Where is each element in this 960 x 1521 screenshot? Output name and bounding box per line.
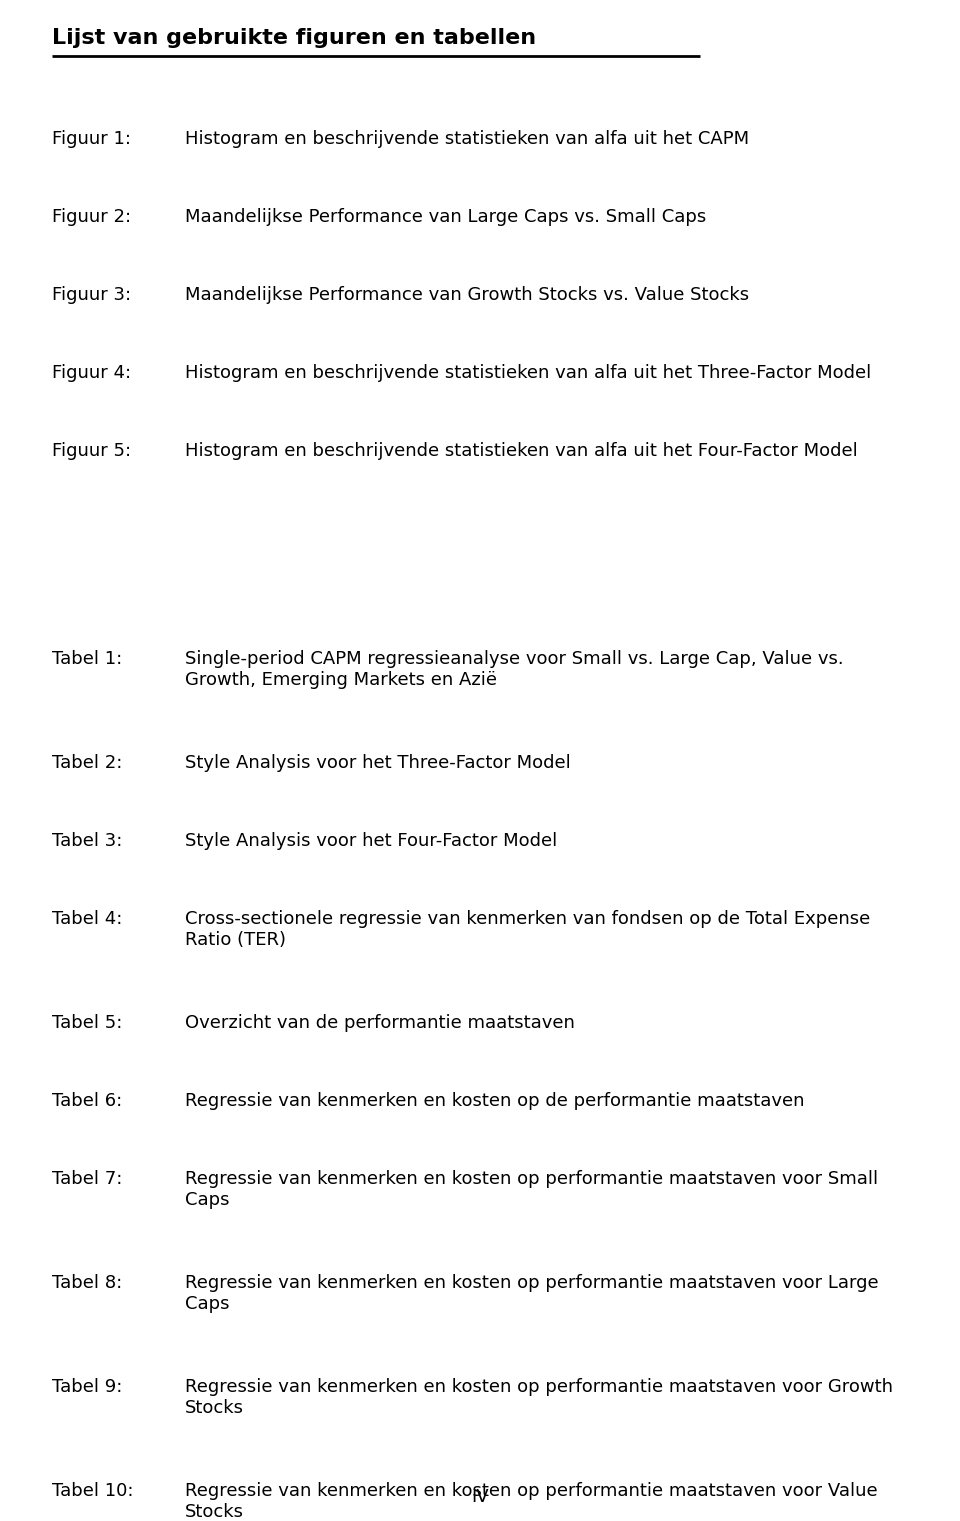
Text: Tabel 9:: Tabel 9: bbox=[52, 1378, 122, 1396]
Text: Tabel 8:: Tabel 8: bbox=[52, 1275, 122, 1291]
Text: Regressie van kenmerken en kosten op performantie maatstaven voor Large
Caps: Regressie van kenmerken en kosten op per… bbox=[185, 1275, 878, 1313]
Text: Tabel 6:: Tabel 6: bbox=[52, 1092, 122, 1110]
Text: IV: IV bbox=[471, 1488, 489, 1506]
Text: Figuur 3:: Figuur 3: bbox=[52, 286, 132, 304]
Text: Regressie van kenmerken en kosten op performantie maatstaven voor Small
Caps: Regressie van kenmerken en kosten op per… bbox=[185, 1170, 878, 1209]
Text: Cross-sectionele regressie van kenmerken van fondsen op de Total Expense
Ratio (: Cross-sectionele regressie van kenmerken… bbox=[185, 910, 871, 949]
Text: Tabel 7:: Tabel 7: bbox=[52, 1170, 122, 1188]
Text: Regressie van kenmerken en kosten op performantie maatstaven voor Value
Stocks: Regressie van kenmerken en kosten op per… bbox=[185, 1481, 877, 1521]
Text: Tabel 10:: Tabel 10: bbox=[52, 1481, 133, 1500]
Text: Single-period CAPM regressieanalyse voor Small vs. Large Cap, Value vs.
Growth, : Single-period CAPM regressieanalyse voor… bbox=[185, 649, 844, 689]
Text: Histogram en beschrijvende statistieken van alfa uit het Four-Factor Model: Histogram en beschrijvende statistieken … bbox=[185, 443, 857, 459]
Text: Tabel 1:: Tabel 1: bbox=[52, 649, 122, 668]
Text: Histogram en beschrijvende statistieken van alfa uit het CAPM: Histogram en beschrijvende statistieken … bbox=[185, 129, 749, 148]
Text: Overzicht van de performantie maatstaven: Overzicht van de performantie maatstaven bbox=[185, 1015, 575, 1033]
Text: Figuur 2:: Figuur 2: bbox=[52, 208, 132, 227]
Text: Tabel 4:: Tabel 4: bbox=[52, 910, 122, 928]
Text: Lijst van gebruikte figuren en tabellen: Lijst van gebruikte figuren en tabellen bbox=[52, 27, 536, 49]
Text: Maandelijkse Performance van Large Caps vs. Small Caps: Maandelijkse Performance van Large Caps … bbox=[185, 208, 707, 227]
Text: Regressie van kenmerken en kosten op performantie maatstaven voor Growth
Stocks: Regressie van kenmerken en kosten op per… bbox=[185, 1378, 893, 1416]
Text: Figuur 4:: Figuur 4: bbox=[52, 364, 132, 382]
Text: Regressie van kenmerken en kosten op de performantie maatstaven: Regressie van kenmerken en kosten op de … bbox=[185, 1092, 804, 1110]
Text: Style Analysis voor het Four-Factor Model: Style Analysis voor het Four-Factor Mode… bbox=[185, 832, 557, 850]
Text: Style Analysis voor het Three-Factor Model: Style Analysis voor het Three-Factor Mod… bbox=[185, 754, 571, 773]
Text: Figuur 5:: Figuur 5: bbox=[52, 443, 132, 459]
Text: Tabel 2:: Tabel 2: bbox=[52, 754, 122, 773]
Text: Maandelijkse Performance van Growth Stocks vs. Value Stocks: Maandelijkse Performance van Growth Stoc… bbox=[185, 286, 749, 304]
Text: Figuur 1:: Figuur 1: bbox=[52, 129, 131, 148]
Text: Tabel 5:: Tabel 5: bbox=[52, 1015, 122, 1033]
Text: Tabel 3:: Tabel 3: bbox=[52, 832, 122, 850]
Text: Histogram en beschrijvende statistieken van alfa uit het Three-Factor Model: Histogram en beschrijvende statistieken … bbox=[185, 364, 872, 382]
